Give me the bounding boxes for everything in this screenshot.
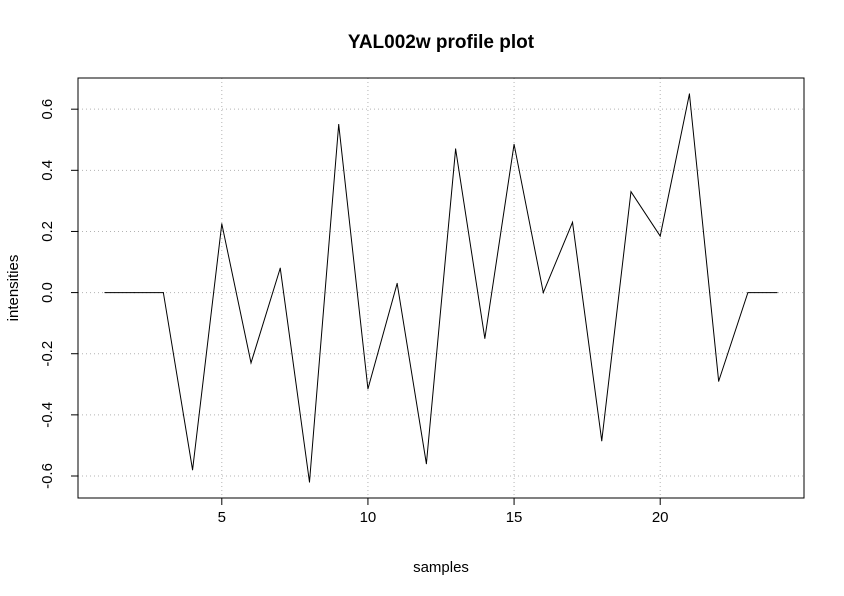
data-point	[396, 282, 398, 284]
y-tick-label: 0.4	[39, 160, 56, 181]
data-point	[338, 123, 340, 125]
x-axis: 5 10 15 20	[218, 497, 669, 526]
data-point	[104, 292, 106, 294]
data-point	[630, 191, 632, 193]
data-point	[221, 223, 223, 225]
data-point	[367, 388, 369, 390]
y-tick-label: 0.6	[39, 99, 56, 120]
y-tick-label: -0.4	[39, 402, 56, 428]
series-group	[104, 93, 778, 483]
chart-title: YAL002w profile plot	[348, 32, 535, 53]
y-axis: -0.6 -0.4 -0.2 0.0 0.2 0.4 0.6	[39, 99, 79, 489]
y-tick-label: 0.0	[39, 282, 56, 303]
data-point	[601, 440, 603, 442]
x-tick-label: 5	[218, 509, 226, 526]
data-point	[308, 481, 310, 483]
data-point	[776, 292, 778, 294]
data-point	[455, 148, 457, 150]
data-point	[542, 292, 544, 294]
x-axis-label: samples	[413, 559, 469, 576]
y-axis-label: intensities	[5, 255, 22, 322]
data-point	[250, 362, 252, 364]
data-point	[133, 292, 135, 294]
data-point	[484, 337, 486, 339]
y-tick-label: -0.6	[39, 463, 56, 489]
data-point	[747, 292, 749, 294]
y-tick-label: 0.2	[39, 221, 56, 242]
x-tick-label: 20	[652, 509, 669, 526]
data-point	[279, 267, 281, 269]
x-tick-label: 15	[506, 509, 523, 526]
data-point	[572, 221, 574, 223]
data-point	[718, 380, 720, 382]
data-point	[192, 469, 194, 471]
data-point	[162, 292, 164, 294]
series-line	[104, 93, 778, 483]
data-point	[425, 463, 427, 465]
data-point	[659, 235, 661, 237]
data-point	[688, 93, 690, 95]
y-tick-label: -0.2	[39, 341, 56, 367]
data-point	[513, 143, 515, 145]
x-tick-label: 10	[360, 509, 377, 526]
